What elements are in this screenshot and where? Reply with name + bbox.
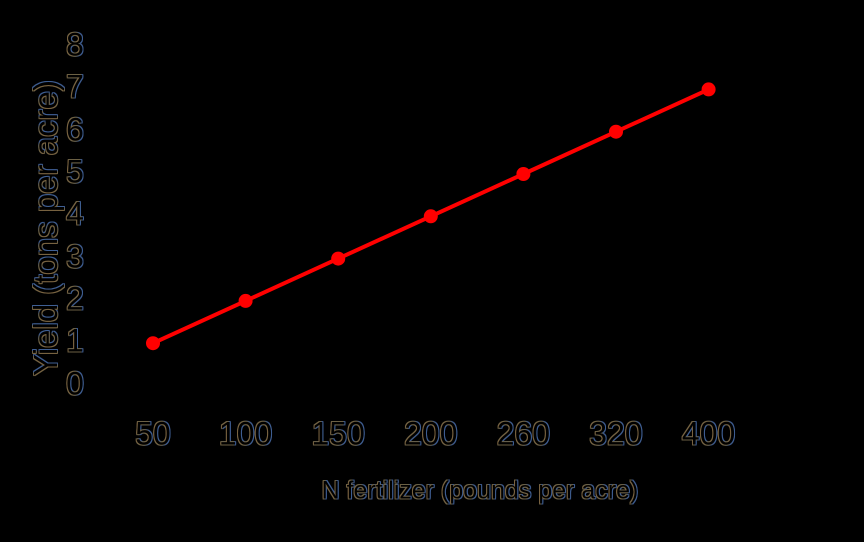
y-tick-label: 4 [66, 195, 84, 232]
y-tick-label: 8 [66, 26, 84, 63]
data-point-marker [701, 82, 716, 97]
x-tick-label: 150 [311, 415, 365, 452]
y-axis-title: Yield (tons per acre) [27, 80, 64, 376]
x-tick-label: 400 [681, 415, 736, 452]
data-point-marker [331, 251, 346, 266]
data-point-marker [238, 293, 253, 308]
y-tick-label: 5 [66, 153, 84, 190]
x-tick-label: 320 [589, 415, 643, 452]
x-axis-title: N fertilizer (pounds per acre) [321, 476, 639, 505]
y-tick-label: 7 [66, 68, 84, 105]
y-tick-label: 3 [66, 238, 84, 275]
y-tick-label: 2 [66, 280, 84, 317]
x-tick-label: 260 [496, 415, 551, 452]
x-tick-label: 200 [404, 415, 458, 452]
y-tick-label: 1 [66, 322, 84, 359]
x-tick-label: 100 [218, 415, 273, 452]
y-tick-label: 0 [66, 365, 84, 401]
x-tick-label: 50 [135, 415, 171, 452]
data-point-marker [423, 209, 438, 224]
data-point-marker [516, 167, 531, 181]
data-point-marker [609, 124, 623, 139]
data-point-marker [146, 336, 160, 351]
y-tick-label: 6 [66, 111, 84, 148]
